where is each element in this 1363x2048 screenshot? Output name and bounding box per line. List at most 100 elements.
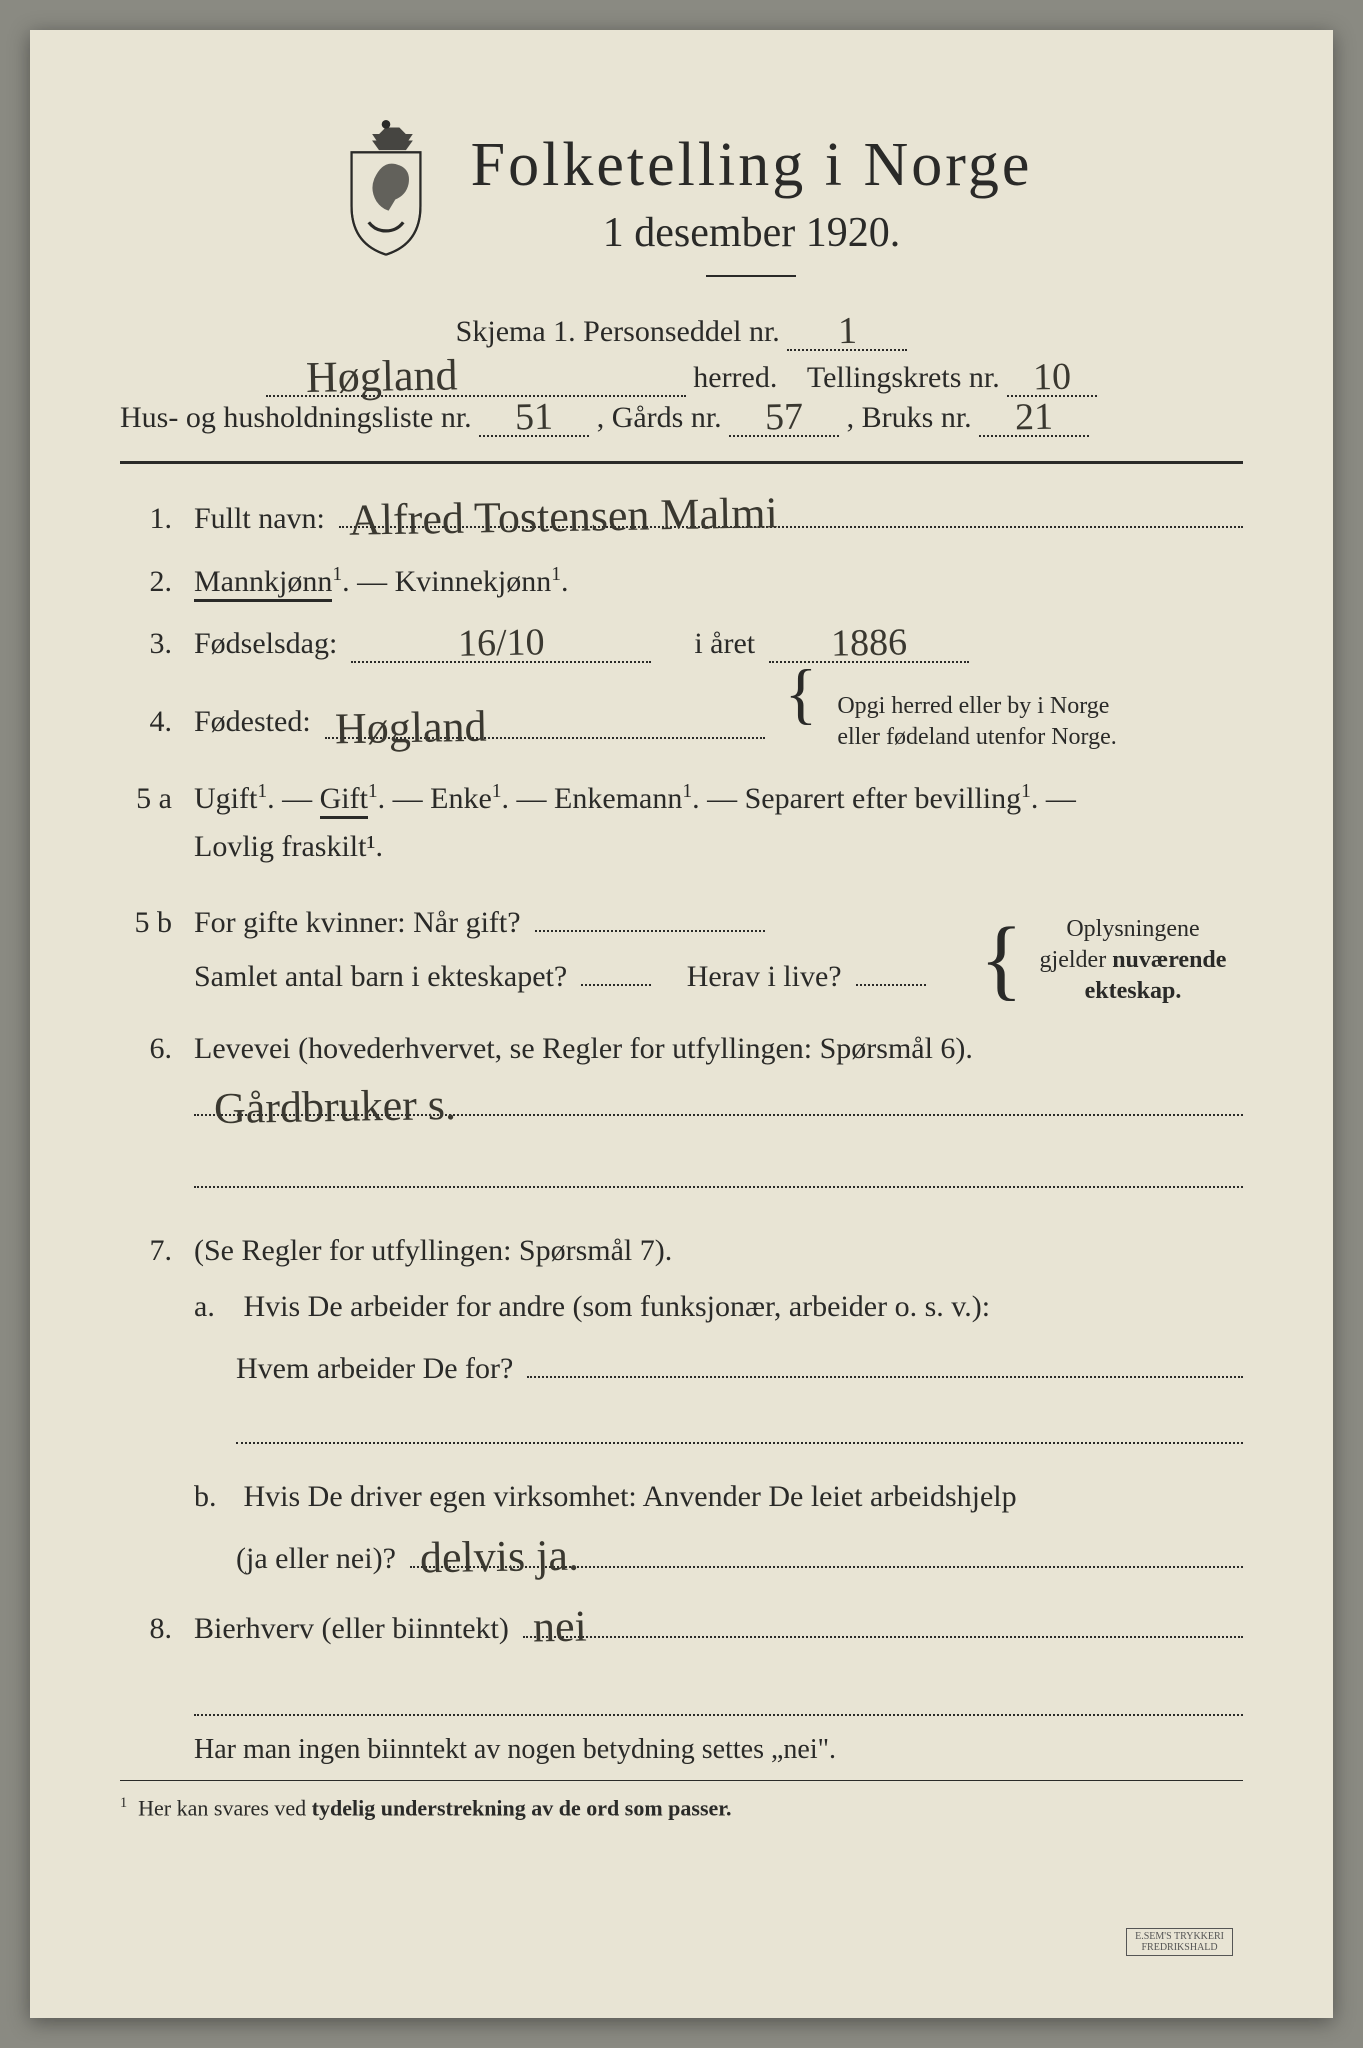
skjema-label: Skjema 1. Personseddel nr. — [456, 315, 780, 348]
q5a-cont: Lovlig fraskilt¹. — [194, 830, 383, 864]
q7b-row1: b. Hvis De driver egen virksomhet: Anven… — [120, 1480, 1243, 1514]
q5b-note1: Oplysningene — [1066, 916, 1199, 942]
meta-line-3: Hus- og husholdningsliste nr. 51 , Gårds… — [120, 401, 1243, 437]
q2-sup2: 1 — [551, 564, 561, 585]
bottom-note: Har man ingen biinntekt av nogen betydni… — [120, 1734, 1243, 1766]
gards-field: 57 — [729, 401, 839, 437]
q2-sep: . — — [342, 565, 395, 598]
q3-year-value: 1886 — [831, 629, 907, 657]
gards-value: 57 — [765, 404, 803, 431]
q5b-note2: gjelder nuværende — [1040, 947, 1227, 973]
q6-row: 6. Levevei (hovederhvervet, se Regler fo… — [120, 1032, 1243, 1066]
q7b-text1: Hvis De driver egen virksomhet: Anvender… — [244, 1480, 1017, 1513]
printer-stamp: E.SEM'S TRYKKERI FREDRIKSHALD — [1126, 1928, 1233, 1956]
q6-field-2 — [194, 1146, 1243, 1188]
tellingskrets-label: Tellingskrets nr. — [807, 361, 1000, 394]
page-subtitle: 1 desember 1920. — [471, 209, 1033, 257]
q7b-text2: (ja eller nei)? — [236, 1542, 396, 1576]
q8-num: 8. — [120, 1612, 180, 1646]
q4-value: Høgland — [334, 709, 486, 747]
tellingskrets-field: 10 — [1007, 361, 1097, 397]
husliste-value: 51 — [515, 404, 553, 431]
q1-label: Fullt navn: — [194, 502, 325, 536]
q1-field: Alfred Tostensen Malmi — [339, 494, 1243, 528]
bruks-value: 21 — [1015, 404, 1053, 431]
herred-field: Høgland — [266, 355, 686, 397]
stamp-l1: E.SEM'S TRYKKERI — [1135, 1931, 1224, 1942]
q8-row: 8. Bierhverv (eller biinntekt) nei — [120, 1604, 1243, 1646]
q5b-note: Oplysningene gjelder nuværende ekteskap. — [1023, 914, 1243, 1008]
q5b-l2a: Samlet antal barn i ekteskapet? — [194, 960, 567, 994]
q4-note: Opgi herred eller by i Norge eller fødel… — [837, 691, 1167, 753]
q8-field: nei — [523, 1604, 1243, 1638]
q4-field: Høgland — [325, 705, 765, 739]
q7a-row2: Hvem arbeider De for? — [120, 1344, 1243, 1386]
q5b-note-box: { Oplysningene gjelder nuværende ekteska… — [980, 914, 1243, 1008]
q5b-note3: ekteskap. — [1085, 978, 1182, 1004]
q5b-row1: 5 b For gifte kvinner: Når gift? — [120, 898, 960, 940]
q2-end: . — [561, 565, 569, 598]
q8-field-2 — [194, 1674, 1243, 1716]
footnote: 1 Her kan svares ved tydelig understrekn… — [120, 1795, 1243, 1821]
title-rule — [706, 275, 796, 277]
q5a-options: Ugift1. — Gift1. — Enke1. — Enkemann1. —… — [194, 781, 1076, 816]
q5b-gift-field — [535, 898, 765, 932]
q1-value: Alfred Tostensen Malmi — [349, 495, 778, 538]
q6-label: Levevei (hovederhvervet, se Regler for u… — [194, 1032, 973, 1066]
q7a-row1: a. Hvis De arbeider for andre (som funks… — [120, 1290, 1243, 1324]
bruks-field: 21 — [979, 401, 1089, 437]
q2-sup1: 1 — [332, 564, 342, 585]
meta-line-2: Høgland herred. Tellingskrets nr. 10 — [120, 355, 1243, 397]
herred-value: Høgland — [265, 357, 457, 396]
q7b-row2: (ja eller nei)? delvis ja. — [120, 1534, 1243, 1576]
q8-value: nei — [533, 1609, 587, 1645]
q5b-l1a: For gifte kvinner: Når gift? — [194, 906, 521, 940]
q3-num: 3. — [120, 627, 180, 661]
husliste-field: 51 — [479, 401, 589, 437]
q7-num: 7. — [120, 1234, 180, 1268]
q3-row: 3. Fødselsdag: 16/10 i året 1886 — [120, 627, 1243, 663]
q4-row: 4. Fødested: Høgland { Opgi herred eller… — [120, 691, 1243, 753]
q5b-num: 5 b — [120, 906, 180, 940]
page-title: Folketelling i Norge — [471, 130, 1033, 201]
q4-num: 4. — [120, 705, 180, 739]
q5a-num: 5 a — [120, 782, 180, 816]
q7b-label: b. — [194, 1480, 236, 1514]
q5a-cont-row: Lovlig fraskilt¹. — [120, 830, 1243, 864]
q2-mann: Mannkjønn — [194, 565, 332, 602]
q1-num: 1. — [120, 502, 180, 536]
q5b-l2b: Herav i live? — [687, 960, 842, 994]
q4-note2: eller fødeland utenfor Norge. — [837, 724, 1116, 750]
census-form-page: Folketelling i Norge 1 desember 1920. Sk… — [30, 30, 1333, 2018]
q2-num: 2. — [120, 565, 180, 599]
footnote-rule — [120, 1780, 1243, 1781]
q7a-field — [527, 1344, 1243, 1378]
tellingskrets-value: 10 — [1033, 364, 1071, 391]
q3-year-label: i året — [694, 627, 755, 661]
q7a-text2: Hvem arbeider De for? — [236, 1352, 513, 1386]
brace-icon: { — [980, 942, 1023, 978]
q7a-label: a. — [194, 1290, 236, 1324]
q6-num: 6. — [120, 1032, 180, 1066]
q2-row: 2. Mannkjønn1. — Kvinnekjønn1. — [120, 564, 1243, 599]
husliste-label: Hus- og husholdningsliste nr. — [120, 401, 472, 434]
q4-note1: Opgi herred eller by i Norge — [837, 693, 1109, 719]
personseddel-nr-value: 1 — [838, 318, 857, 345]
q8-label: Bierhverv (eller biinntekt) — [194, 1612, 509, 1646]
q3-day-field: 16/10 — [351, 627, 651, 663]
herred-label: herred. — [693, 361, 777, 394]
personseddel-nr-field: 1 — [787, 315, 907, 351]
q7-row: 7. (Se Regler for utfyllingen: Spørsmål … — [120, 1234, 1243, 1268]
q6-value: Gårdbruker s. — [214, 1087, 456, 1126]
q5b-barn-field — [581, 984, 651, 986]
q3-day-value: 16/10 — [458, 629, 545, 657]
title-block: Folketelling i Norge 1 desember 1920. — [471, 130, 1033, 305]
q1-row: 1. Fullt navn: Alfred Tostensen Malmi — [120, 494, 1243, 536]
stamp-l2: FREDRIKSHALD — [1142, 1942, 1218, 1953]
q3-label: Fødselsdag: — [194, 627, 337, 661]
q2-kvinne: Kvinnekjønn — [395, 565, 552, 598]
q7a-text1: Hvis De arbeider for andre (som funksjon… — [244, 1290, 991, 1323]
meta-line-1: Skjema 1. Personseddel nr. 1 — [120, 315, 1243, 351]
q5b-group: 5 b For gifte kvinner: Når gift? Samlet … — [120, 898, 1243, 1022]
q6-field: Gårdbruker s. — [194, 1074, 1243, 1116]
